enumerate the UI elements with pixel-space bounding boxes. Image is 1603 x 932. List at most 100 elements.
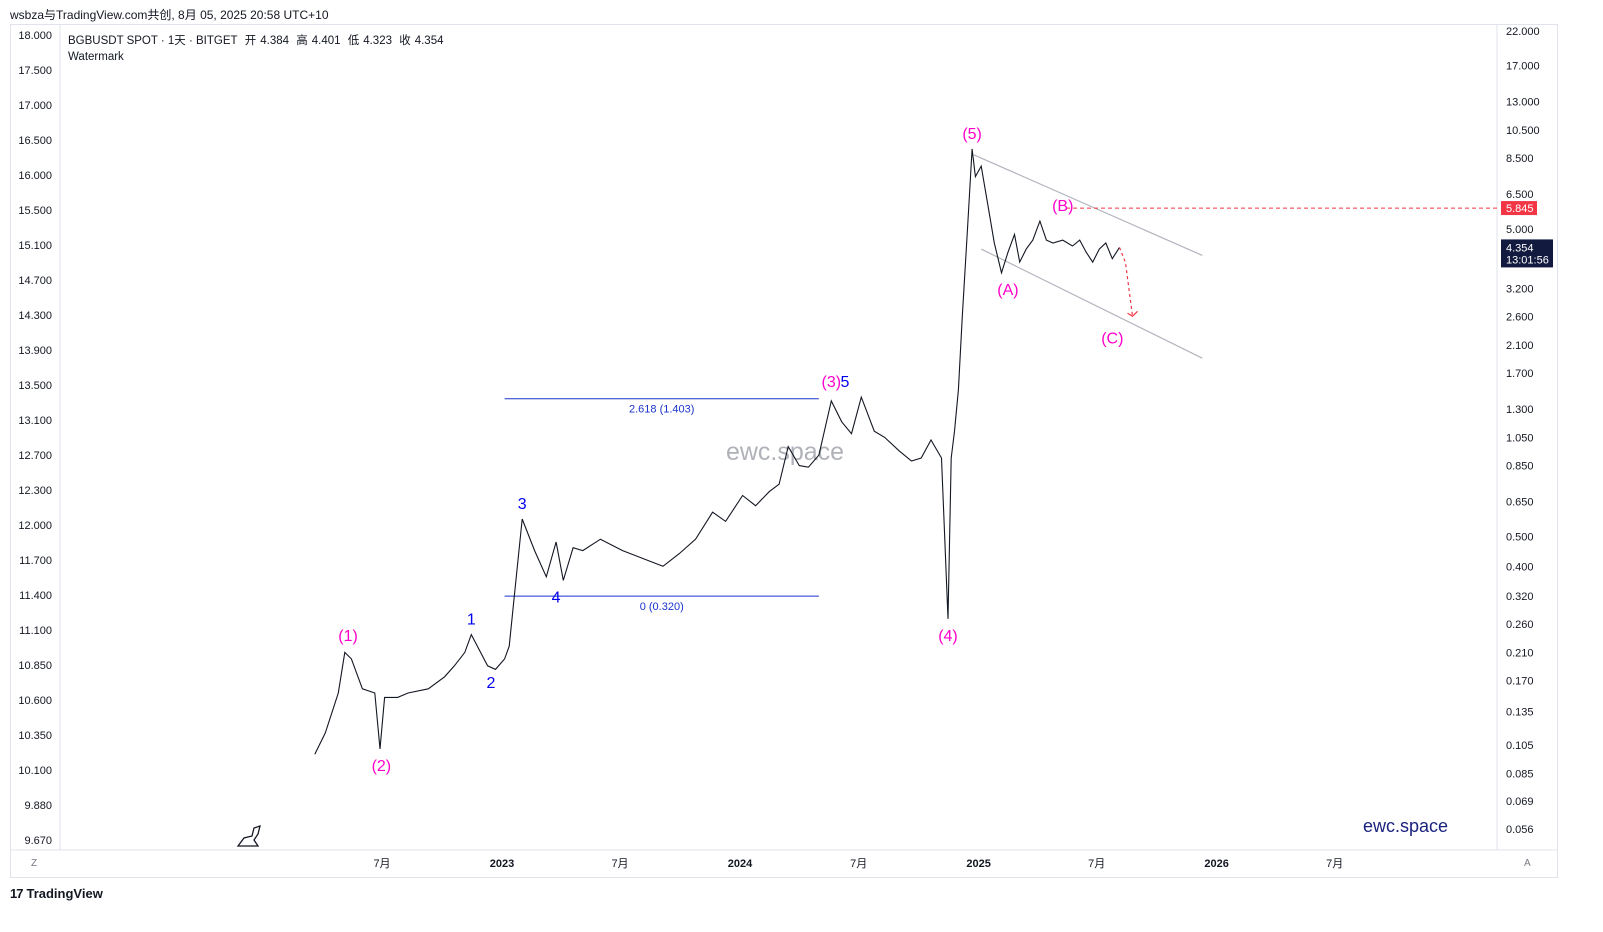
right-axis-tick-label: 1.700	[1506, 368, 1534, 380]
right-axis-tick-label: 0.320	[1506, 591, 1534, 603]
primary-wave-label: (B)	[1052, 198, 1073, 215]
fib-level-label: 2.618 (1.403)	[629, 404, 694, 416]
left-axis-tick-label: 11.100	[19, 625, 52, 637]
ohlc-row: BGBUSDT SPOT · 1天 · BITGET 开 4.384 高 4.401…	[68, 33, 447, 49]
left-axis-tick-label: 15.100	[18, 240, 52, 252]
left-axis-tick-label: 15.500	[18, 205, 52, 217]
left-axis-tick-label: 9.670	[24, 835, 52, 847]
left-axis-tick-label: 10.600	[18, 695, 52, 707]
target-price-tag-text: 5.845	[1506, 203, 1534, 215]
right-axis-tick-label: 1.050	[1506, 432, 1534, 444]
low-label: 低	[347, 35, 360, 47]
time-axis-tick-label: 7月	[1326, 858, 1343, 870]
left-axis-tick-label: 10.850	[18, 660, 52, 672]
bar-countdown: 13:01:56	[1506, 254, 1549, 266]
open-value: 4.384	[260, 35, 290, 47]
auto-scale-button[interactable]: A	[1524, 858, 1531, 869]
primary-wave-label: (1)	[338, 628, 358, 645]
left-axis-tick-label: 12.300	[18, 485, 52, 497]
minor-wave-label: 2	[486, 675, 495, 692]
primary-wave-label: (4)	[938, 628, 958, 645]
left-axis-tick-label: 16.500	[18, 135, 52, 147]
right-axis-tick-label: 17.000	[1506, 60, 1540, 72]
right-axis-tick-label: 0.069	[1506, 796, 1534, 808]
time-axis-tick-label: 2026	[1204, 858, 1228, 870]
watermark-indicator-label[interactable]: Watermark	[68, 51, 124, 63]
zoom-toggle-button[interactable]: Z	[31, 858, 38, 869]
time-axis-tick-label: 2025	[966, 858, 990, 870]
chart-legend: BGBUSDT SPOT · 1天 · BITGET 开 4.384 高 4.401…	[68, 33, 447, 65]
fib-level-label: 0 (0.320)	[640, 601, 684, 613]
time-axis-tick-label: 7月	[373, 858, 390, 870]
right-axis-tick-label: 0.170	[1506, 676, 1534, 688]
right-axis-tick-label: 0.850	[1506, 461, 1534, 473]
right-axis-tick-label: 8.500	[1506, 153, 1534, 165]
right-axis-tick-label: 10.500	[1506, 125, 1540, 137]
primary-wave-label: (2)	[372, 758, 392, 775]
right-axis-tick-label: 3.200	[1506, 284, 1534, 296]
tradingview-logo-icon: 17	[10, 886, 24, 901]
primary-wave-label: (A)	[997, 282, 1018, 299]
close-value: 4.354	[414, 35, 444, 47]
current-price-value: 4.354	[1506, 242, 1534, 254]
left-axis-tick-label: 17.000	[18, 100, 52, 112]
right-axis-tick-label: 0.260	[1506, 619, 1534, 631]
time-axis-tick-label: 7月	[611, 858, 628, 870]
high-value: 4.401	[311, 35, 341, 47]
minor-wave-label: 3	[518, 496, 527, 513]
right-axis-tick-label: 0.056	[1506, 824, 1534, 836]
left-axis-tick-label: 11.400	[19, 590, 52, 602]
close-label: 收	[399, 35, 411, 47]
right-axis-tick-label: 2.600	[1506, 311, 1534, 323]
left-axis-tick-label: 17.500	[18, 65, 52, 77]
left-axis-tick-label: 13.500	[18, 380, 52, 392]
primary-wave-label: (3)	[821, 374, 841, 391]
time-axis-tick-label: 2023	[490, 858, 514, 870]
left-axis-tick-label: 14.300	[18, 310, 52, 322]
target-price-tag	[1501, 201, 1537, 216]
channel-lower-line	[980, 248, 1203, 359]
left-axis-tick-label: 11.700	[19, 555, 52, 567]
left-axis-tick-label: 16.000	[18, 170, 52, 182]
tradingview-brand-label: TradingView	[26, 886, 103, 901]
right-axis-tick-label: 0.105	[1506, 740, 1534, 752]
right-axis-tick-label: 0.650	[1506, 496, 1534, 508]
primary-wave-label: (5)	[962, 126, 982, 143]
right-axis-tick-label: 0.085	[1506, 768, 1534, 780]
chart-caption: wsbza与TradingView.com共创, 8月 05, 2025 20:…	[10, 8, 329, 22]
price-series-line	[314, 148, 1120, 755]
symbol-label[interactable]: BGBUSDT SPOT · 1天 · BITGET	[68, 35, 238, 47]
left-axis-tick-label: 13.900	[18, 345, 52, 357]
left-axis-tick-label: 10.350	[18, 730, 52, 742]
right-axis-tick-label: 5.000	[1506, 224, 1534, 236]
time-axis-tick-label: 7月	[1088, 858, 1105, 870]
channel-upper-line	[973, 154, 1203, 256]
left-axis-tick-label: 10.100	[18, 765, 52, 777]
right-axis-tick-label: 0.400	[1506, 561, 1534, 573]
right-axis-tick-label: 0.135	[1506, 706, 1534, 718]
left-axis-tick-label: 14.700	[18, 275, 52, 287]
chart-frame[interactable]	[10, 24, 1558, 878]
minor-wave-label: 1	[467, 612, 476, 629]
left-axis-tick-label: 12.000	[18, 520, 52, 532]
time-axis-tick-label: 2024	[728, 858, 753, 870]
primary-wave-label: (C)	[1101, 331, 1123, 348]
high-label: 高	[296, 35, 308, 47]
right-axis-tick-label: 22.000	[1506, 26, 1540, 38]
current-price-tag	[1501, 239, 1553, 268]
right-axis-tick-label: 1.300	[1506, 404, 1534, 416]
replay-icon	[236, 825, 261, 847]
right-axis-tick-label: 0.210	[1506, 647, 1534, 659]
right-axis-tick-label: 0.500	[1506, 532, 1534, 544]
low-value: 4.323	[363, 35, 392, 47]
projection-path	[1118, 247, 1134, 317]
left-axis-tick-label: 9.880	[24, 800, 52, 812]
right-axis-tick-label: 2.100	[1506, 340, 1534, 352]
footer-brand[interactable]: 17 TradingView	[10, 886, 103, 901]
left-axis-tick-label: 13.100	[18, 415, 52, 427]
right-axis-tick-label: 6.500	[1506, 189, 1534, 201]
minor-wave-label: 4	[552, 589, 561, 606]
left-axis-tick-label: 18.000	[18, 30, 52, 42]
left-axis-tick-label: 12.700	[18, 450, 52, 462]
